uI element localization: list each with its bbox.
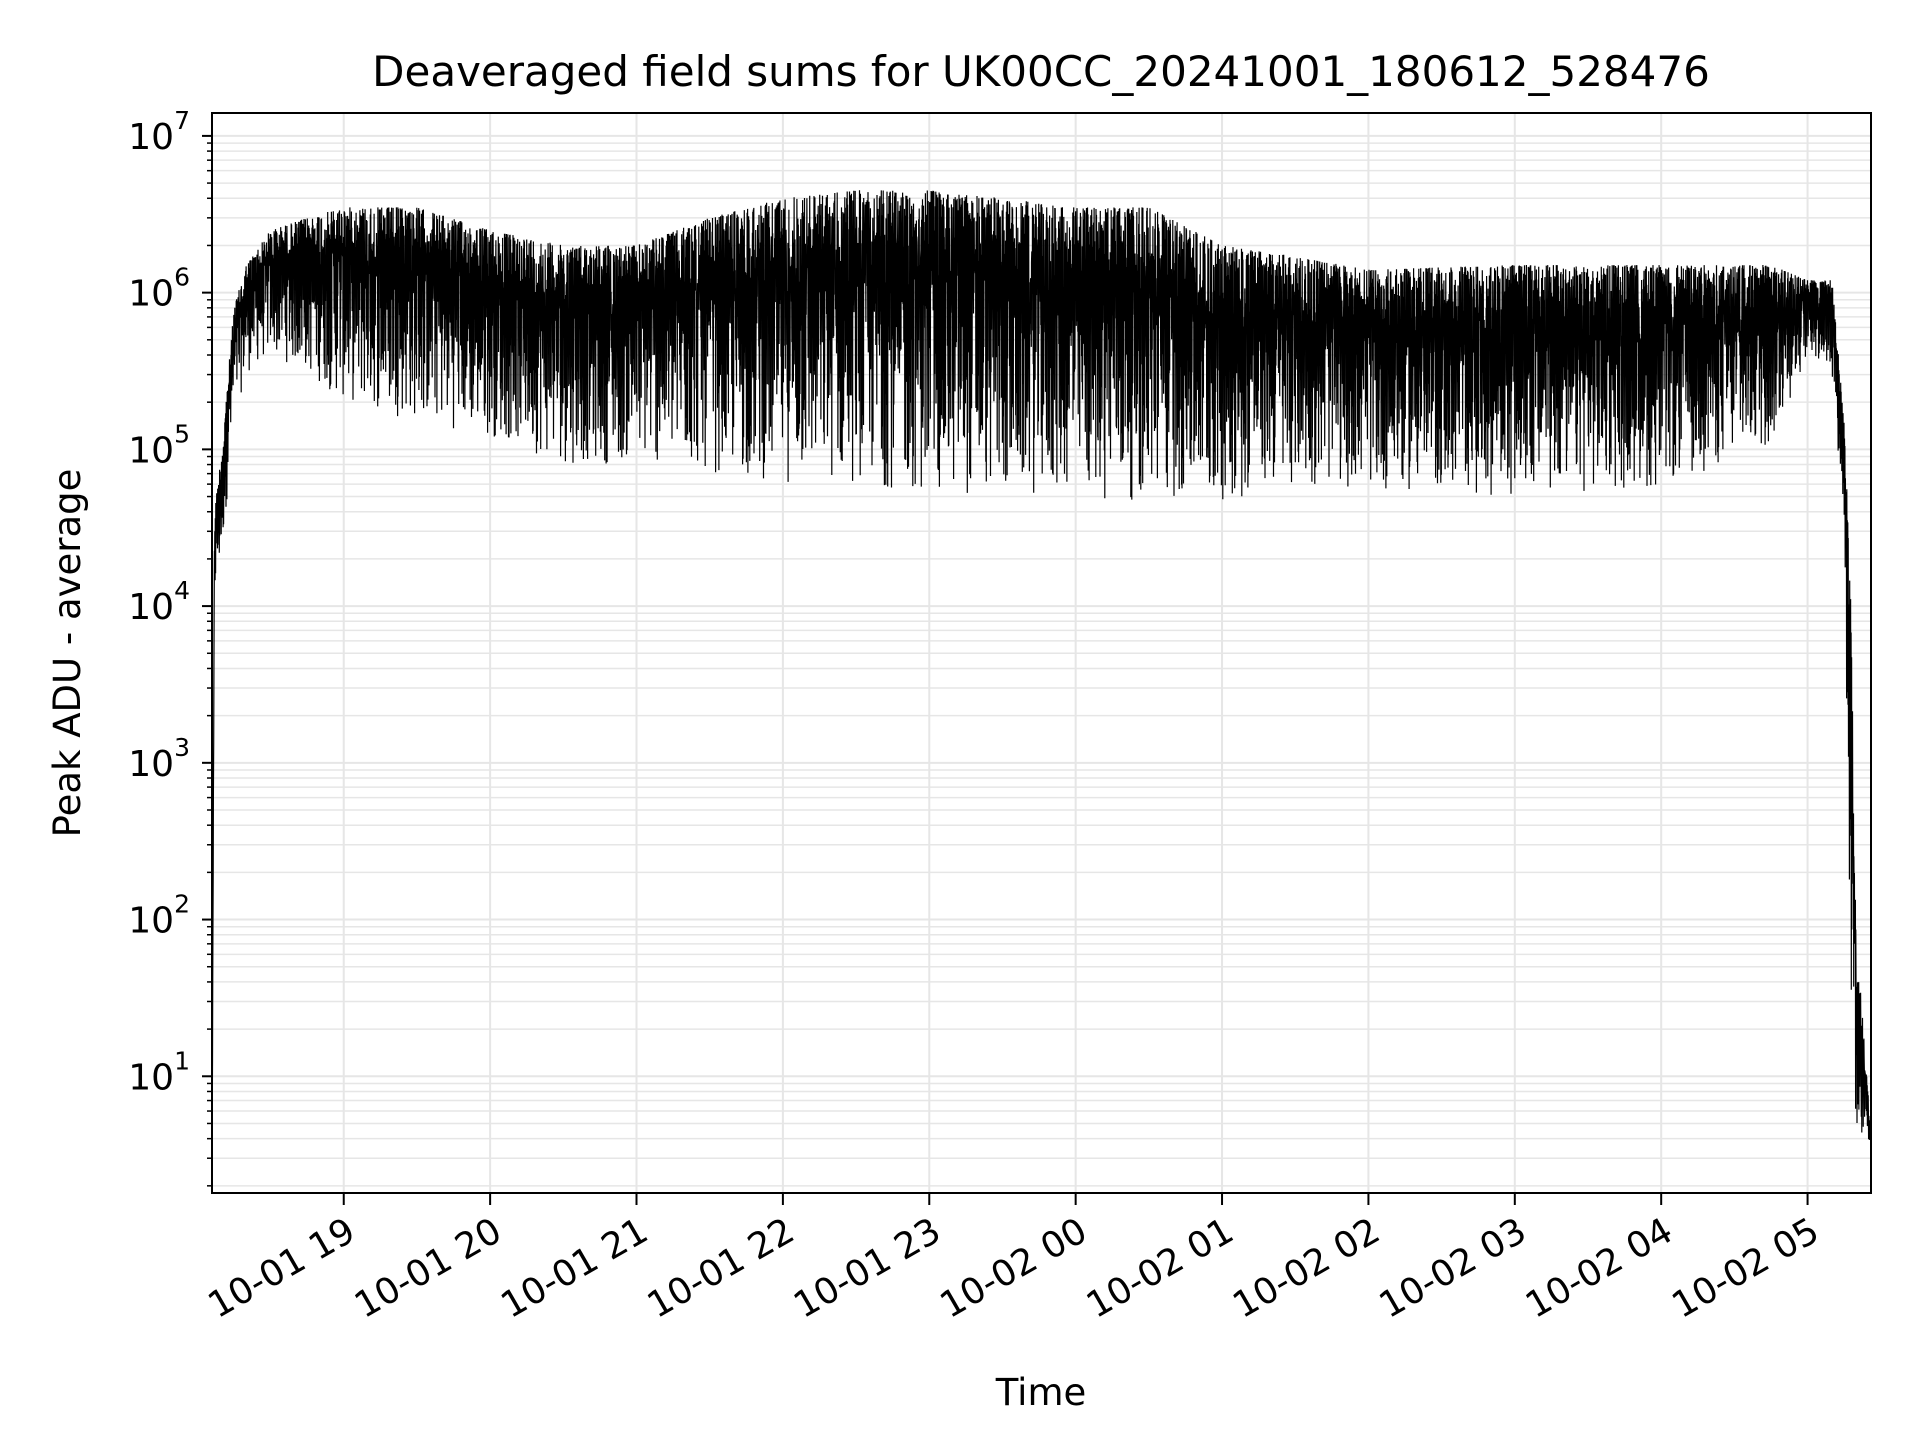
y-tick-label: 102 [128, 890, 190, 942]
y-tick-label: 107 [128, 106, 190, 158]
y-tick-label: 101 [128, 1046, 190, 1098]
series-line [211, 190, 1872, 1186]
y-tick-label: 106 [128, 263, 190, 315]
y-tick-label: 103 [128, 733, 190, 785]
grid [212, 113, 1871, 1193]
x-axis-label: Time [995, 1371, 1087, 1414]
y-axis-label: Peak ADU - average [46, 469, 89, 838]
y-tick-label: 104 [128, 576, 190, 628]
data-series [211, 190, 1872, 1186]
chart-title: Deaveraged field sums for UK00CC_2024100… [372, 47, 1710, 96]
y-tick-label: 105 [128, 419, 190, 471]
